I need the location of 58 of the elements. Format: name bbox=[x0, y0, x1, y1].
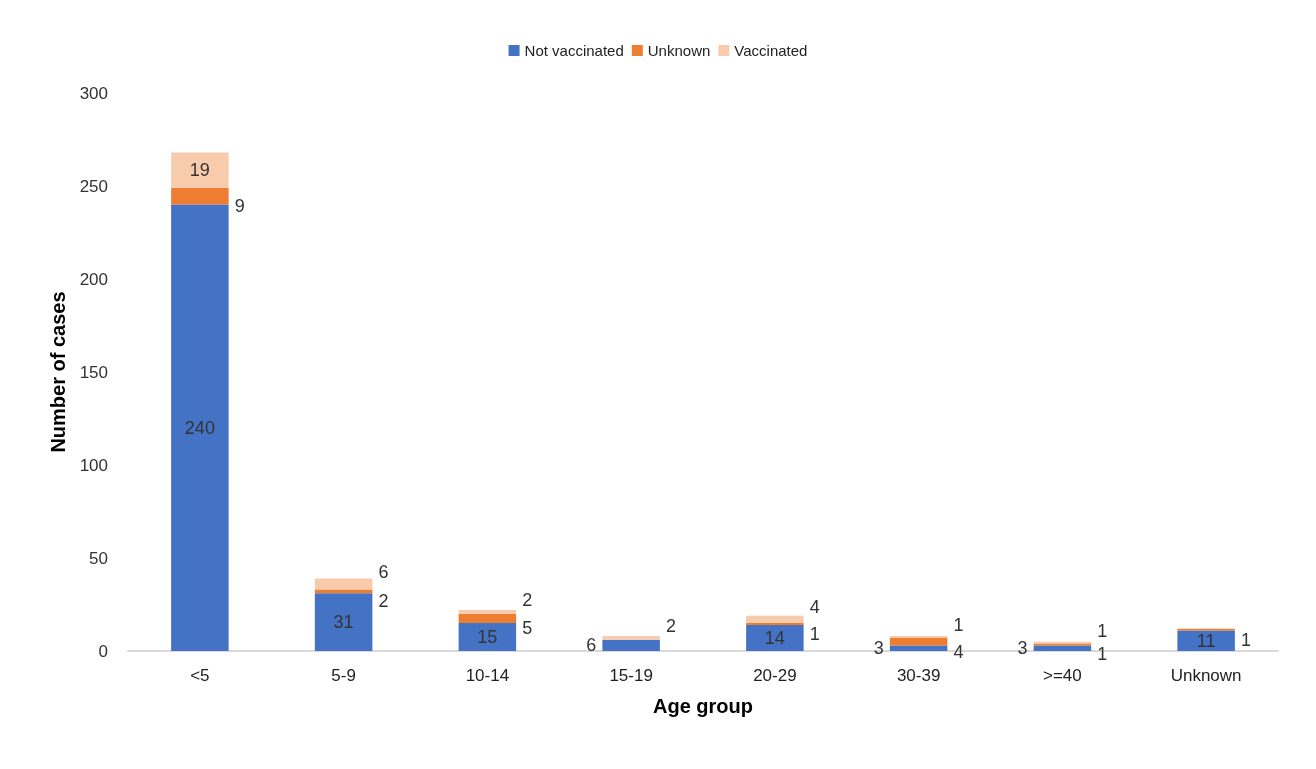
data-label: 6 bbox=[378, 562, 389, 583]
y-tick-label: 250 bbox=[79, 176, 108, 196]
bar bbox=[458, 613, 517, 624]
y-tick-label: 0 bbox=[98, 641, 108, 661]
data-label: 31 bbox=[333, 612, 354, 633]
legend-label: Unknown bbox=[647, 42, 711, 59]
data-label: 4 bbox=[809, 597, 820, 618]
data-label: 1 bbox=[1240, 629, 1251, 650]
y-axis-title: Number of cases bbox=[47, 291, 69, 453]
x-tick-label: 5-9 bbox=[331, 666, 356, 685]
x-tick-label: 30-39 bbox=[896, 666, 941, 685]
bar bbox=[458, 623, 517, 651]
x-tick-label: Unknown bbox=[1170, 666, 1242, 685]
bar bbox=[1177, 630, 1235, 651]
data-label: 9 bbox=[234, 196, 245, 217]
x-axis-title: Age group bbox=[653, 695, 753, 717]
bar bbox=[602, 636, 660, 640]
x-tick-label: >=40 bbox=[1042, 666, 1082, 685]
bar bbox=[1033, 645, 1092, 651]
data-label: 3 bbox=[873, 638, 884, 659]
data-label: 1 bbox=[1097, 644, 1108, 665]
bar bbox=[171, 187, 229, 205]
y-tick-label: 300 bbox=[79, 83, 108, 103]
y-tick-label: 200 bbox=[79, 269, 108, 289]
data-label: 1 bbox=[809, 624, 820, 645]
bar bbox=[602, 639, 660, 651]
bar bbox=[171, 204, 229, 651]
bar bbox=[458, 610, 517, 614]
data-label: 1 bbox=[953, 615, 964, 636]
data-label: 2 bbox=[522, 589, 533, 610]
bar bbox=[889, 637, 948, 646]
data-label: 4 bbox=[953, 641, 964, 662]
bar bbox=[314, 578, 373, 590]
data-label: 11 bbox=[1196, 630, 1216, 651]
data-label: 2 bbox=[665, 615, 676, 636]
x-tick-label: 15-19 bbox=[609, 666, 653, 685]
y-tick-label: 150 bbox=[79, 362, 108, 382]
data-label: 15 bbox=[477, 627, 498, 648]
x-tick-label: <5 bbox=[190, 666, 210, 685]
bar bbox=[314, 593, 373, 651]
data-label: 5 bbox=[522, 618, 533, 639]
x-tick-label: 10-14 bbox=[465, 666, 510, 685]
data-label: 1 bbox=[1097, 620, 1108, 641]
legend-label: Vaccinated bbox=[734, 42, 808, 59]
bar bbox=[171, 152, 229, 188]
legend-label: Not vaccinated bbox=[524, 42, 624, 59]
bar bbox=[746, 624, 804, 651]
x-tick-label: 20-29 bbox=[753, 666, 797, 685]
data-label: 6 bbox=[586, 635, 597, 656]
bar bbox=[889, 645, 948, 651]
data-label: 2 bbox=[378, 591, 389, 612]
data-label: 3 bbox=[1017, 638, 1028, 659]
data-label: 14 bbox=[764, 627, 785, 648]
y-tick-label: 50 bbox=[89, 548, 108, 568]
bar bbox=[746, 615, 804, 624]
y-tick-label: 100 bbox=[79, 455, 108, 475]
data-label: 240 bbox=[184, 417, 215, 438]
data-label: 19 bbox=[189, 160, 210, 181]
